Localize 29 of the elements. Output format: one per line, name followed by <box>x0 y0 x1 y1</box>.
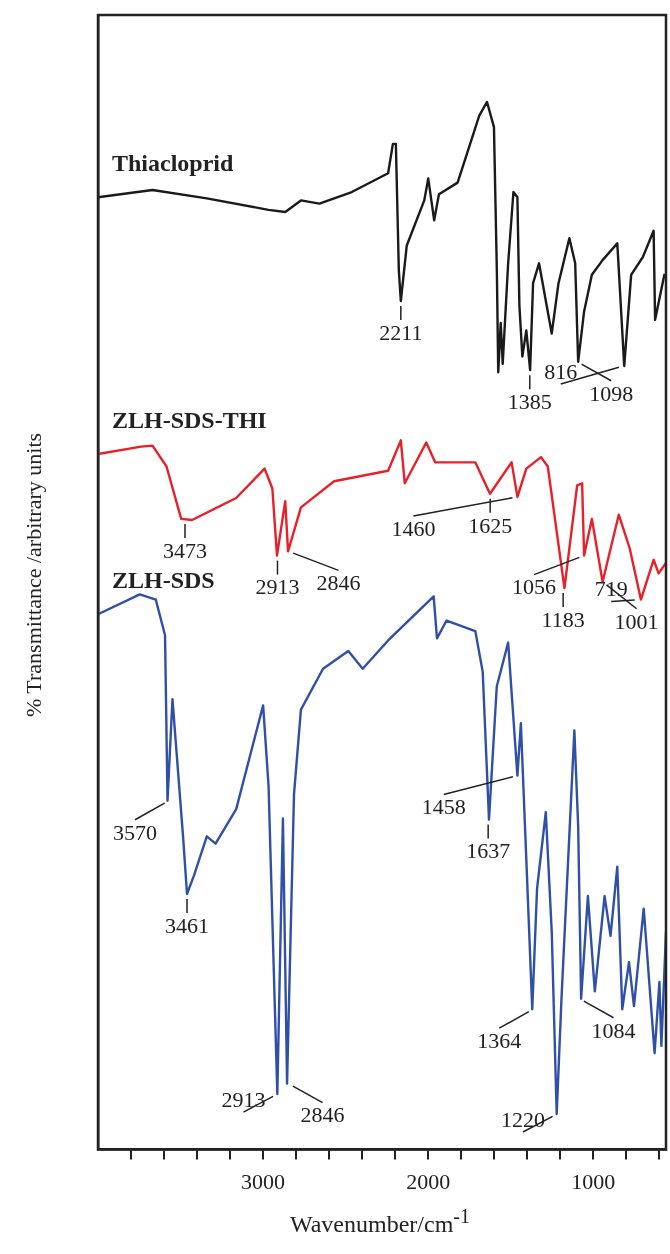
x-tick-label: 3000 <box>241 1168 286 1194</box>
annotation: 1458 <box>421 794 466 820</box>
series-label: ZLH-SDS-THI <box>112 406 267 433</box>
x-tick-label: 1000 <box>571 1168 616 1194</box>
series-label: ZLH-SDS <box>112 567 215 594</box>
annotation: 2913 <box>221 1086 266 1112</box>
annotation: 1084 <box>591 1017 636 1043</box>
annotation: 1625 <box>468 512 513 538</box>
annotation: 3461 <box>165 912 209 938</box>
annotation: 2846 <box>300 1102 345 1128</box>
annotation: 2846 <box>316 570 361 596</box>
annotation: 1385 <box>507 388 552 414</box>
annotation: 1220 <box>501 1106 546 1132</box>
annotation: 1460 <box>391 515 436 541</box>
series-label: Thiacloprid <box>112 150 235 177</box>
annotation: 1056 <box>512 574 557 600</box>
annotation: 3473 <box>163 537 208 563</box>
annotation: 1637 <box>466 838 511 864</box>
x-tick-label: 2000 <box>406 1168 451 1194</box>
annotation: 3570 <box>113 819 157 845</box>
annotation: 1098 <box>589 380 634 406</box>
annotation: 2211 <box>379 319 423 345</box>
y-axis-title: % Transmittance /arbitrary units <box>21 432 47 718</box>
x-axis-title: Wavenumber/cm$^{-1}$ <box>289 1205 471 1238</box>
annotation: 2913 <box>255 574 300 600</box>
annotation: 816 <box>544 358 578 384</box>
annotation: 1364 <box>477 1028 522 1053</box>
annotation: 1001 <box>614 608 659 634</box>
annotation: 1183 <box>541 606 585 632</box>
